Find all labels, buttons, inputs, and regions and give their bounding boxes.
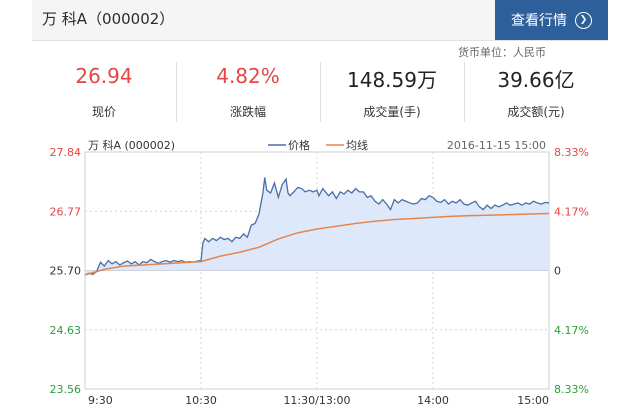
y-tick-right: 0 — [554, 265, 561, 278]
stat-divider — [176, 62, 177, 122]
legend-avg: 均线 — [346, 138, 368, 152]
stat-label: 成交额(元) — [507, 105, 565, 119]
x-tick: 15:00 — [517, 394, 549, 407]
y-tick-left: 24.63 — [50, 324, 82, 337]
stat-value: 4.82% — [216, 64, 280, 88]
stat-change: 4.82% 涨跌幅 — [176, 58, 320, 128]
chart-axes: 27.84 26.77 25.70 24.63 23.56 8.33% 4.17% 0 4.17… — [50, 146, 589, 407]
stat-divider — [464, 62, 465, 122]
y-tick-left: 23.56 — [50, 383, 82, 396]
chart-plot — [84, 177, 550, 276]
y-tick-right: 4.17% — [554, 324, 589, 337]
stat-value: 39.66亿 — [497, 68, 575, 92]
y-tick-right: 8.33% — [554, 146, 589, 159]
stock-title: 万 科A（000002） — [42, 10, 175, 28]
view-quote-label: 查看行情 — [511, 13, 567, 29]
stat-label: 涨跌幅 — [229, 105, 266, 119]
stock-header: 万 科A（000002） 查看行情 ❯ — [32, 0, 608, 41]
x-tick: 14:00 — [417, 394, 449, 407]
stat-volume: 148.59万 成交量(手) — [320, 58, 464, 128]
stat-value: 148.59万 — [347, 68, 437, 92]
y-tick-left: 26.77 — [50, 205, 82, 218]
x-tick: 9:30 — [88, 394, 113, 407]
stats-row: 26.94 现价 4.82% 涨跌幅 148.59万 成交量(手) 39.66亿… — [32, 58, 608, 128]
price-area — [85, 177, 549, 275]
stat-turnover: 39.66亿 成交额(元) — [464, 58, 608, 128]
view-quote-button[interactable]: 查看行情 ❯ — [495, 0, 608, 40]
stat-divider — [320, 62, 321, 122]
intraday-chart: 万 科A (000002) 价格 均线 2016-11-15 15:00 27.… — [50, 138, 589, 407]
currency-note: 货币单位：人民币 — [458, 46, 546, 59]
chart-timestamp: 2016-11-15 15:00 — [447, 139, 546, 152]
price-line — [84, 177, 550, 276]
stat-price: 26.94 现价 — [32, 58, 176, 128]
chart-title: 万 科A (000002) — [88, 138, 175, 152]
stat-value: 26.94 — [75, 64, 133, 88]
avg-line — [84, 212, 550, 276]
y-tick-right: 4.17% — [554, 205, 589, 218]
stat-label: 成交量(手) — [363, 105, 421, 119]
legend-price: 价格 — [288, 138, 310, 152]
chevron-right-icon: ❯ — [575, 11, 592, 29]
x-tick: 11:30/13:00 — [283, 394, 350, 407]
stat-label: 现价 — [91, 105, 116, 119]
y-tick-left: 27.84 — [50, 146, 82, 159]
x-tick: 10:30 — [185, 394, 217, 407]
y-tick-left: 25.70 — [50, 265, 82, 278]
y-tick-right: 8.33% — [554, 383, 589, 396]
